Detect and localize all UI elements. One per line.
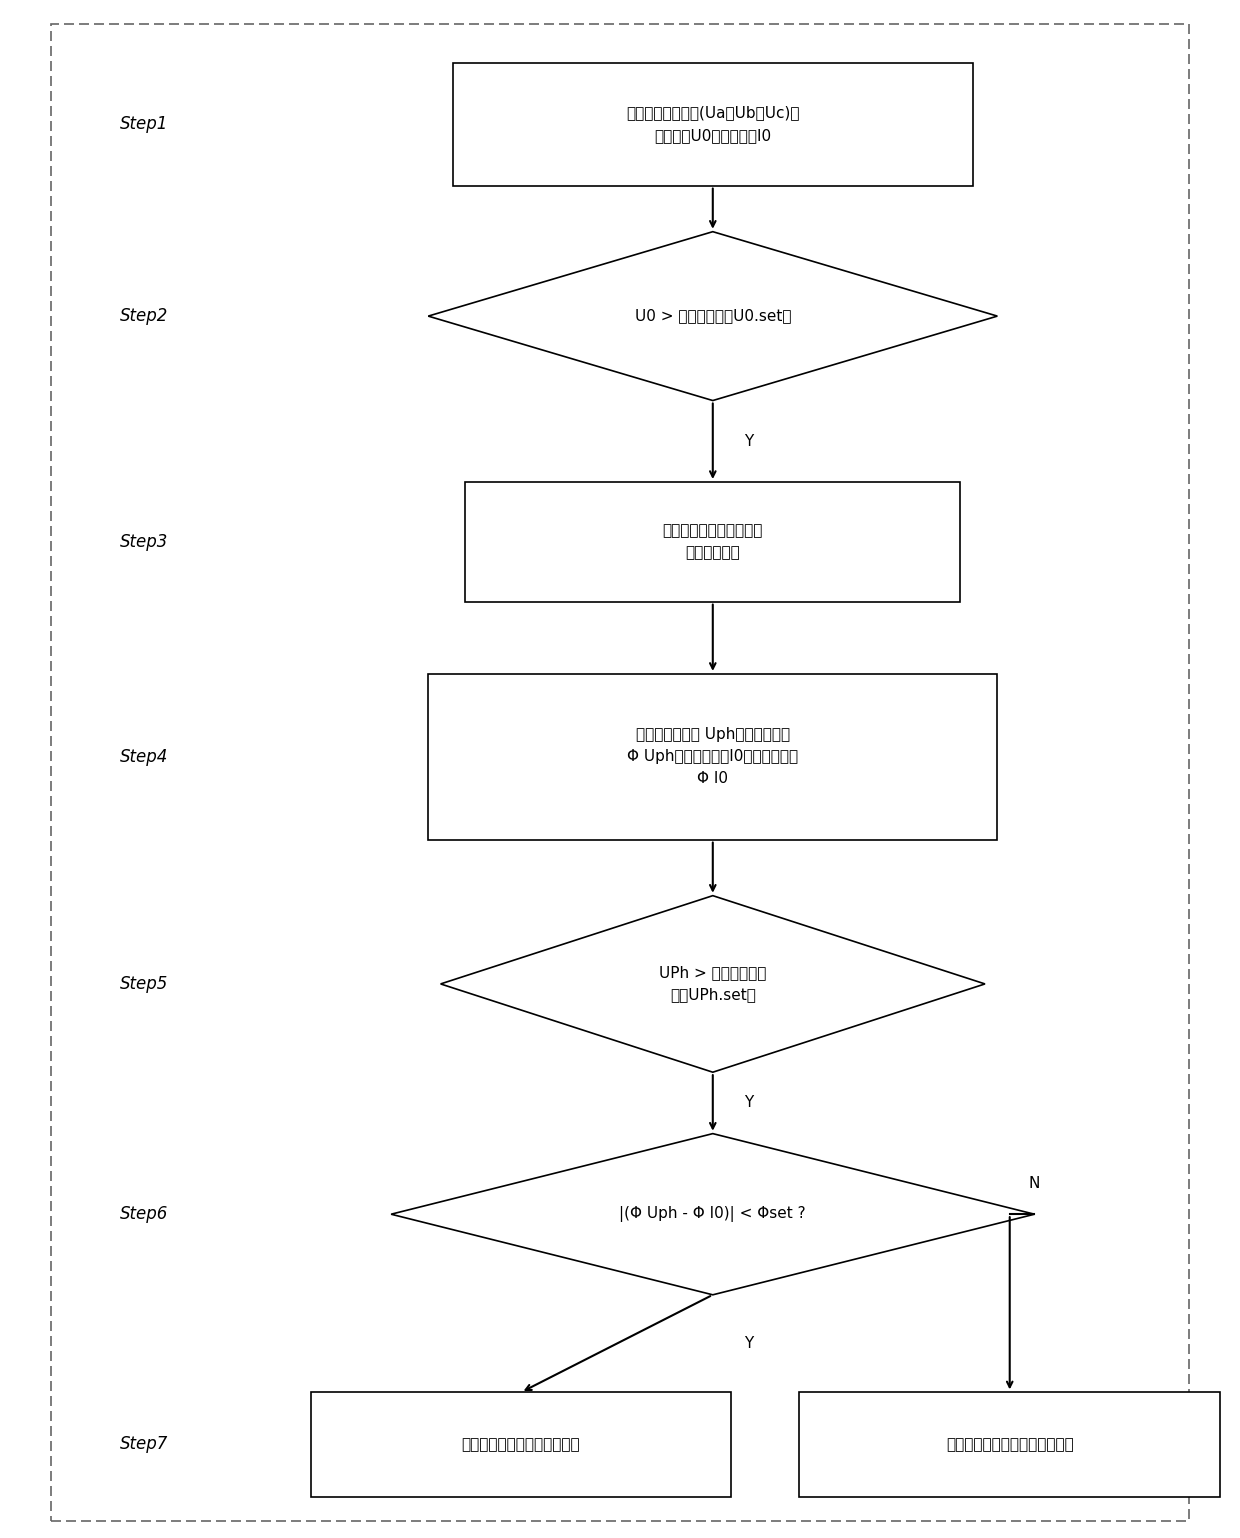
Text: Step7: Step7	[119, 1435, 167, 1453]
Text: 本线路发生单相高阻接地故障: 本线路发生单相高阻接地故障	[461, 1436, 580, 1452]
Polygon shape	[440, 895, 985, 1072]
Polygon shape	[428, 232, 997, 400]
Text: Y: Y	[744, 1337, 753, 1350]
Text: Step6: Step6	[119, 1206, 167, 1223]
FancyBboxPatch shape	[465, 481, 960, 601]
FancyBboxPatch shape	[51, 25, 1189, 1521]
Text: 采集计算三相电压(Ua、Ub、Uc)、
零序电压U0、零序电流I0: 采集计算三相电压(Ua、Ub、Uc)、 零序电压U0、零序电流I0	[626, 106, 800, 143]
Text: Step4: Step4	[119, 747, 167, 766]
Text: N: N	[1028, 1177, 1039, 1192]
Polygon shape	[391, 1134, 1034, 1295]
Text: Step1: Step1	[119, 115, 167, 134]
Text: |(Φ Uph - Φ I0)| < Φset ?: |(Φ Uph - Φ I0)| < Φset ?	[620, 1206, 806, 1223]
Text: Y: Y	[744, 434, 753, 449]
FancyBboxPatch shape	[311, 1392, 732, 1496]
FancyBboxPatch shape	[800, 1392, 1220, 1496]
Text: 计算故障后的三相电压，
识别故障相。: 计算故障后的三相电压， 识别故障相。	[662, 523, 763, 560]
Text: Y: Y	[744, 1095, 753, 1110]
FancyBboxPatch shape	[453, 63, 972, 186]
Text: Step5: Step5	[119, 975, 167, 994]
FancyBboxPatch shape	[428, 674, 997, 840]
Text: 计算故障相电压 Uph的幅值和相位
Φ Uph以及零序电流I0的幅值和相位
Φ I0: 计算故障相电压 Uph的幅值和相位 Φ Uph以及零序电流I0的幅值和相位 Φ …	[627, 727, 799, 786]
Text: Step2: Step2	[119, 308, 167, 325]
Text: 本线路未发生单相高阻接地故障: 本线路未发生单相高阻接地故障	[946, 1436, 1074, 1452]
Text: UPh > 高阻接地电压
门槛UPh.set？: UPh > 高阻接地电压 门槛UPh.set？	[660, 966, 766, 1003]
Text: U0 > 零序电压门槛U0.set？: U0 > 零序电压门槛U0.set？	[635, 309, 791, 323]
Text: Step3: Step3	[119, 532, 167, 551]
